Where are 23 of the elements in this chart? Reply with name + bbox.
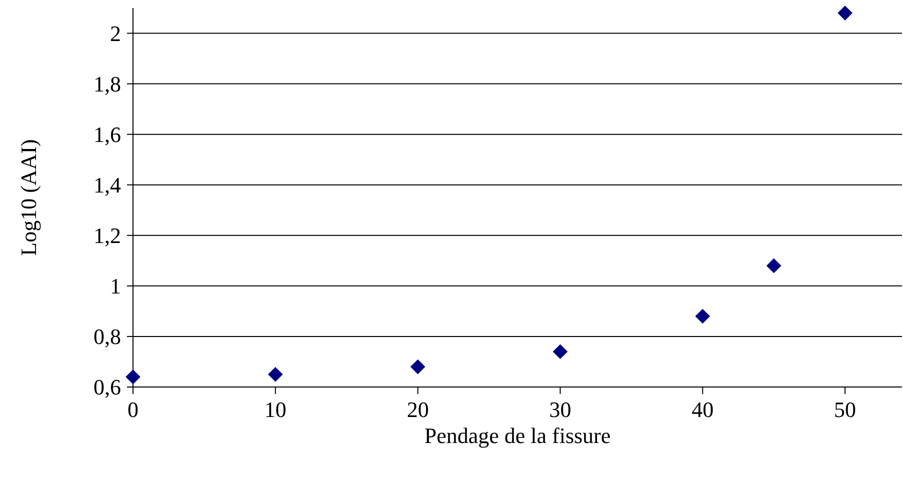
x-tick-label: 20	[406, 397, 429, 422]
y-axis-title: Log10 (AAI)	[16, 139, 41, 256]
y-tick-label: 1	[110, 274, 121, 299]
y-tick-label: 1,4	[94, 172, 121, 198]
x-tick-label: 10	[264, 397, 286, 422]
y-tick-label: 0,6	[94, 374, 121, 400]
point	[552, 344, 568, 360]
y-tick-label: 1,6	[94, 122, 121, 148]
y-tick-label: 2	[110, 20, 121, 46]
x-axis-title: Pendage de la fissure	[424, 423, 611, 448]
point	[410, 359, 426, 374]
point	[268, 366, 283, 382]
x-tick-label: 40	[692, 397, 714, 422]
point	[838, 6, 852, 20]
x-tick-label: 0	[128, 397, 138, 422]
y-tick-label: 0,8	[94, 324, 121, 350]
point	[766, 258, 782, 274]
y-tick-label: 1,2	[94, 223, 121, 248]
y-tick-label: 1,8	[94, 72, 121, 96]
x-tick-label: 30	[549, 397, 572, 422]
x-tick-label: 50	[834, 397, 856, 422]
point	[695, 308, 710, 324]
point	[126, 369, 140, 384]
